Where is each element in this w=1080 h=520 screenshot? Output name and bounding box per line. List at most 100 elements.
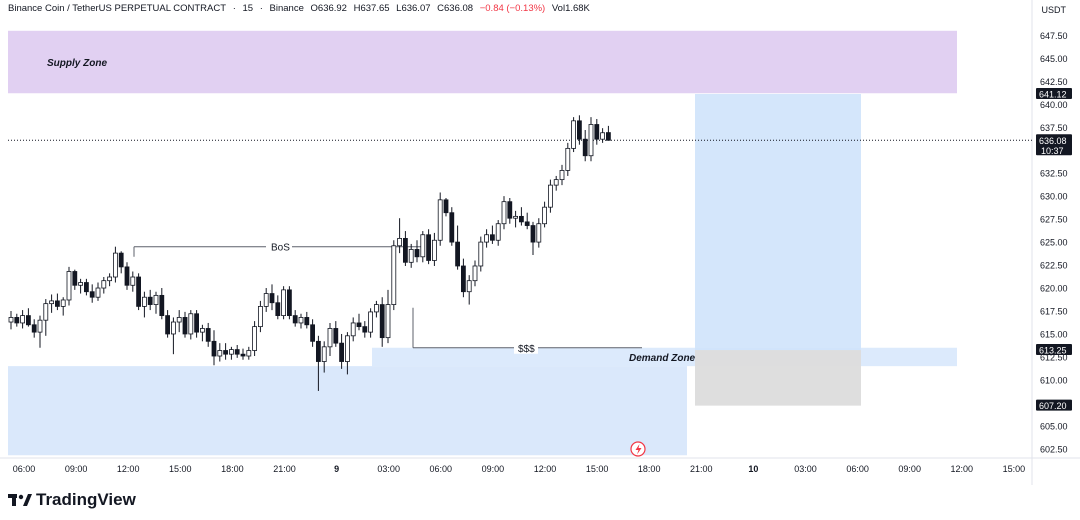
candle[interactable] — [286, 286, 292, 320]
price-chart[interactable]: Supply Zone Demand Zone BoS $$$ 647.50 645.0… — [0, 0, 1080, 485]
candle[interactable] — [31, 319, 37, 338]
candle[interactable] — [188, 310, 194, 340]
candle[interactable] — [414, 240, 420, 263]
candle[interactable] — [14, 313, 20, 327]
candle[interactable] — [460, 258, 466, 298]
candle[interactable] — [495, 220, 501, 246]
candle[interactable] — [542, 201, 547, 228]
candle[interactable] — [182, 311, 188, 338]
candle[interactable] — [588, 117, 594, 162]
candle[interactable] — [84, 278, 89, 296]
price-tag[interactable]: 641.12 — [1036, 87, 1072, 100]
candle[interactable] — [269, 284, 275, 311]
candle[interactable] — [519, 207, 524, 226]
lightning-icon[interactable] — [630, 441, 646, 457]
price-tag[interactable]: 613.25 — [1036, 344, 1072, 356]
candle[interactable] — [437, 192, 443, 246]
candle[interactable] — [402, 231, 408, 266]
candle[interactable] — [153, 291, 159, 314]
candle[interactable] — [339, 333, 345, 369]
supply-zone-box[interactable] — [8, 30, 957, 94]
candle[interactable] — [165, 310, 171, 338]
candle[interactable] — [170, 317, 176, 355]
candle[interactable] — [147, 289, 153, 311]
candle[interactable] — [449, 207, 455, 246]
interval-label[interactable]: 15 — [242, 3, 254, 14]
candle[interactable] — [240, 348, 246, 360]
candle[interactable] — [524, 212, 530, 230]
candle[interactable] — [577, 115, 582, 145]
candle[interactable] — [559, 164, 565, 186]
candle[interactable] — [310, 319, 316, 347]
candle[interactable] — [8, 311, 14, 330]
candle[interactable] — [489, 225, 495, 244]
candle[interactable] — [408, 243, 414, 268]
candle[interactable] — [252, 321, 258, 357]
candle[interactable] — [176, 310, 182, 333]
candle[interactable] — [368, 308, 374, 338]
candle[interactable] — [298, 313, 304, 329]
candle[interactable] — [455, 225, 461, 270]
candle[interactable] — [223, 343, 229, 360]
candle[interactable] — [594, 118, 600, 145]
candle[interactable] — [113, 246, 118, 283]
candle[interactable] — [107, 273, 112, 287]
candle[interactable] — [263, 288, 269, 312]
candle[interactable] — [275, 295, 281, 320]
candle[interactable] — [55, 293, 60, 311]
candle[interactable] — [136, 273, 142, 311]
candle[interactable] — [43, 299, 49, 336]
candle[interactable] — [420, 231, 426, 263]
candle[interactable] — [199, 324, 205, 342]
candle[interactable] — [124, 262, 130, 290]
tradingview-logo[interactable]: TradingView — [8, 490, 136, 510]
candle[interactable] — [507, 197, 513, 224]
candle[interactable] — [478, 236, 484, 272]
candle[interactable] — [66, 266, 72, 306]
candle[interactable] — [72, 269, 78, 290]
candle[interactable] — [234, 344, 240, 358]
candle[interactable] — [228, 346, 234, 360]
candle[interactable] — [565, 142, 571, 176]
candle[interactable] — [600, 128, 605, 143]
candle[interactable] — [327, 322, 333, 357]
candle[interactable] — [321, 341, 327, 373]
candle[interactable] — [536, 218, 542, 248]
candle[interactable] — [373, 300, 379, 318]
candle[interactable] — [141, 291, 147, 318]
candle[interactable] — [60, 297, 66, 316]
candle[interactable] — [571, 117, 576, 153]
candle[interactable] — [362, 321, 368, 338]
symbol-name[interactable]: Binance Coin / TetherUS PERPETUAL CONTRA… — [8, 3, 227, 14]
position-stop-box[interactable] — [695, 350, 861, 406]
price-tag[interactable]: 607.20 — [1036, 399, 1072, 412]
candle[interactable] — [385, 289, 391, 344]
candle[interactable] — [194, 310, 200, 338]
candle[interactable] — [553, 175, 559, 191]
currency-label[interactable]: USDT — [1041, 5, 1067, 15]
candle[interactable] — [246, 346, 252, 360]
candle[interactable] — [20, 310, 26, 329]
candle[interactable] — [292, 310, 298, 327]
candle[interactable] — [484, 229, 490, 248]
candle[interactable] — [350, 317, 356, 342]
candle[interactable] — [443, 197, 449, 217]
candle[interactable] — [257, 300, 263, 333]
candle[interactable] — [89, 284, 95, 303]
candle[interactable] — [159, 288, 165, 320]
candle[interactable] — [379, 297, 385, 347]
candle[interactable] — [95, 282, 101, 301]
candle[interactable] — [281, 286, 287, 320]
candle[interactable] — [78, 278, 83, 294]
candle[interactable] — [513, 210, 518, 228]
position-target-box[interactable] — [695, 93, 861, 351]
candle[interactable] — [304, 311, 310, 329]
candle[interactable] — [344, 332, 350, 375]
candle[interactable] — [217, 343, 223, 362]
lower-demand-box[interactable] — [8, 366, 687, 456]
candle[interactable] — [548, 179, 553, 213]
candle[interactable] — [205, 322, 211, 347]
candle[interactable] — [431, 232, 437, 266]
candle[interactable] — [118, 251, 124, 274]
